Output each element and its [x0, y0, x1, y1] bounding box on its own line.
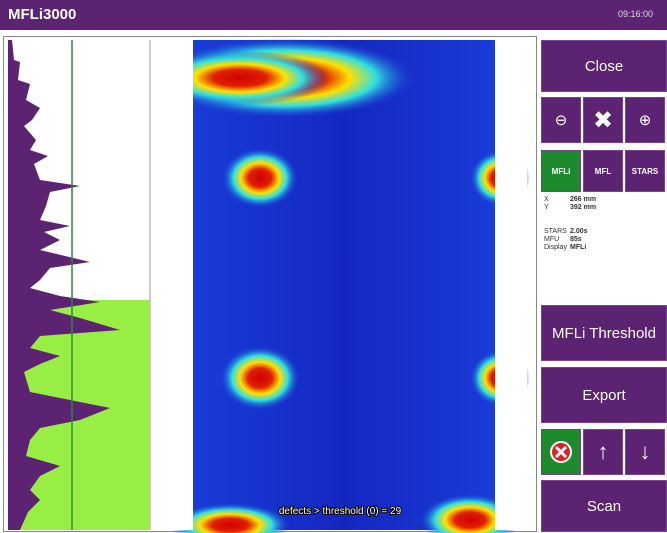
export-button[interactable]: Export — [541, 367, 667, 423]
value: 392 mm — [570, 204, 596, 211]
up-button[interactable]: ↑ — [583, 429, 623, 475]
mode-mfli[interactable]: MFLi — [541, 150, 581, 192]
margin — [150, 40, 193, 530]
label: X — [544, 196, 570, 204]
label: STARS — [544, 228, 570, 236]
value: 2.00s — [570, 228, 588, 235]
zoom-in[interactable]: ⊕ — [625, 97, 665, 143]
margin — [495, 40, 527, 530]
value: MFLi — [570, 244, 586, 251]
label: MFU — [544, 236, 570, 244]
label: Y — [544, 204, 570, 212]
fit[interactable]: ✖ — [583, 97, 623, 143]
delete-icon — [549, 440, 573, 464]
down-button[interactable]: ↓ — [625, 429, 665, 475]
close-button[interactable]: Close — [541, 40, 667, 92]
value: 85s — [570, 236, 582, 243]
threshold-button[interactable]: MFLi Threshold — [541, 305, 667, 361]
value: 266 mm — [570, 196, 596, 203]
mode-stars[interactable]: STARS — [625, 150, 665, 192]
hotspot — [222, 148, 298, 208]
defect-count: defects > threshold (0) = 29 — [279, 506, 402, 517]
label: Display — [544, 244, 570, 252]
zoom-out[interactable]: ⊖ — [541, 97, 581, 143]
screen: MFLi3000 09:16:00 defects > threshold (0… — [0, 0, 667, 533]
scan-graphics: defects > threshold (0) = 29 — [0, 0, 540, 533]
clock: 09:16:00 — [618, 9, 653, 19]
scan-button[interactable]: Scan — [541, 480, 667, 532]
delete-button[interactable] — [541, 429, 581, 475]
hotspot — [220, 346, 300, 410]
mode-mfl[interactable]: MFL — [583, 150, 623, 192]
